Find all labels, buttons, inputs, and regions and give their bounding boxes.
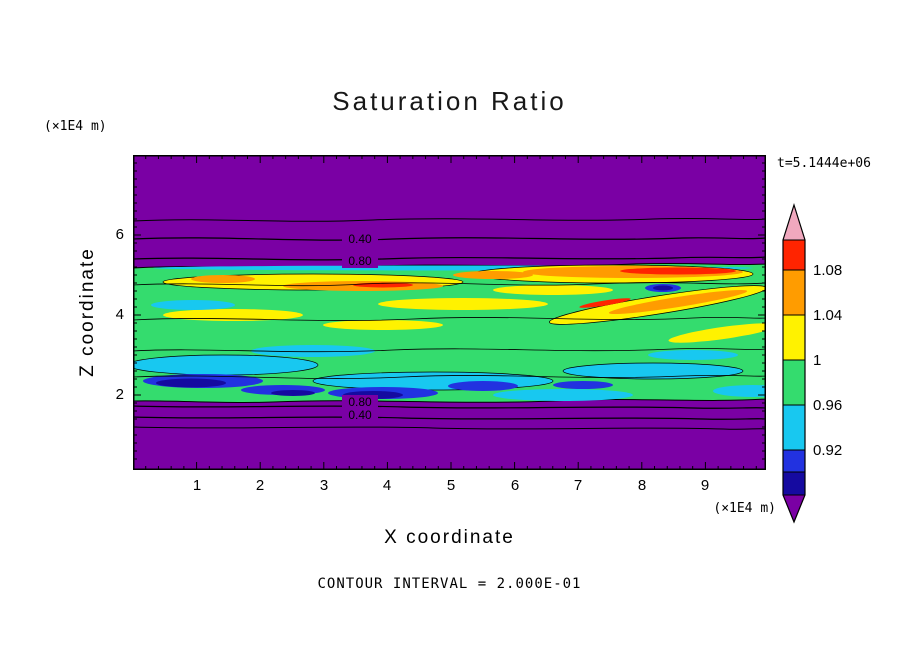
x-tick-label-5: 5 <box>446 477 456 494</box>
x-tick-label-7: 7 <box>573 477 583 494</box>
colorbar-label-104: 1.04 <box>813 307 843 324</box>
y-axis-unit-label: (×1E4 m) <box>44 119 107 134</box>
colorbar-band-cyan <box>783 405 805 450</box>
colorbar-arrow-low <box>783 495 805 522</box>
colorbar-band-yellow <box>783 315 805 360</box>
contour-label-080-top: 0.80 <box>342 254 378 268</box>
y-tick-label-4: 4 <box>115 306 124 323</box>
colorbar-arrow-high <box>783 205 805 240</box>
x-tick-label-6: 6 <box>510 477 520 494</box>
contour-label-080-bottom: 0.80 <box>342 395 378 409</box>
time-annotation: t=5.1444e+06 <box>777 156 871 171</box>
y-tick-label-2: 2 <box>115 386 124 403</box>
colorbar-label-108: 1.08 <box>813 262 843 279</box>
contour-label-040-bottom: 0.40 <box>342 408 378 422</box>
colorbar-label-092: 0.92 <box>813 442 843 459</box>
colorbar <box>782 202 806 524</box>
contour-plot-canvas <box>133 155 766 470</box>
plot-area: 0.40 0.80 0.80 0.40 <box>133 155 766 470</box>
colorbar-dividers <box>783 239 805 496</box>
x-tick-label-2: 2 <box>255 477 265 494</box>
contour-label-040-top: 0.40 <box>342 232 378 246</box>
colorbar-outline <box>782 202 806 524</box>
colorbar-band-navy <box>783 472 805 495</box>
colorbar-label-100: 1 <box>813 352 822 369</box>
y-tick-label-6: 6 <box>115 226 124 243</box>
x-tick-label-4: 4 <box>382 477 392 494</box>
x-axis-unit-label: (×1E4 m) <box>713 501 776 516</box>
x-tick-label-3: 3 <box>319 477 329 494</box>
x-axis-label: X coordinate <box>384 527 515 548</box>
x-tick-label-1: 1 <box>192 477 202 494</box>
colorbar-band-green <box>783 360 805 405</box>
colorbar-label-096: 0.96 <box>813 397 843 414</box>
chart-title: Saturation Ratio <box>332 86 567 116</box>
contour-interval-note: CONTOUR INTERVAL = 2.000E-01 <box>317 576 582 592</box>
x-tick-label-9: 9 <box>700 477 710 494</box>
colorbar-band-orange <box>783 270 805 315</box>
colorbar-band-blue <box>783 450 805 472</box>
x-tick-label-8: 8 <box>637 477 647 494</box>
colorbar-band-red <box>783 240 805 270</box>
